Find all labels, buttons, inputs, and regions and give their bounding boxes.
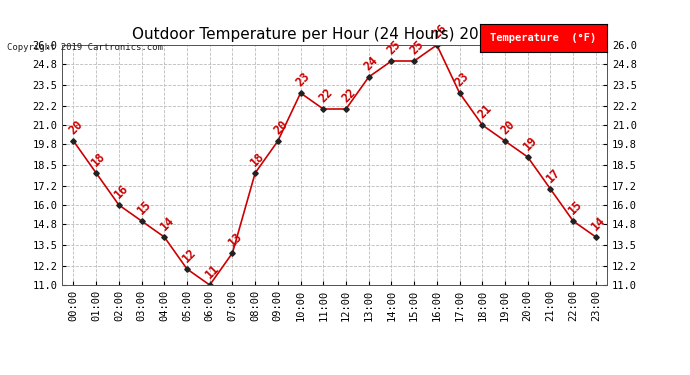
Text: 18: 18 [89, 150, 108, 169]
Text: Copyright 2019 Cartronics.com: Copyright 2019 Cartronics.com [7, 43, 163, 52]
Text: 21: 21 [475, 102, 495, 121]
Text: 20: 20 [271, 118, 290, 137]
Text: 14: 14 [589, 214, 608, 233]
Title: Outdoor Temperature per Hour (24 Hours) 20190307: Outdoor Temperature per Hour (24 Hours) … [132, 27, 537, 42]
Text: 20: 20 [498, 118, 518, 137]
Text: 11: 11 [203, 262, 222, 281]
Text: 19: 19 [521, 134, 540, 153]
Text: 25: 25 [407, 38, 426, 57]
Text: 14: 14 [157, 214, 177, 233]
Text: 22: 22 [316, 86, 335, 105]
Text: 18: 18 [248, 150, 268, 169]
Text: 23: 23 [453, 70, 472, 89]
Text: Temperature  (°F): Temperature (°F) [491, 33, 596, 43]
Text: 26: 26 [430, 22, 449, 41]
Text: 12: 12 [180, 246, 199, 265]
Text: 22: 22 [339, 86, 358, 105]
Text: 24: 24 [362, 54, 381, 73]
Text: 25: 25 [384, 38, 404, 57]
Text: 23: 23 [294, 70, 313, 89]
Text: 17: 17 [544, 166, 563, 185]
Text: 15: 15 [566, 198, 585, 217]
Text: 20: 20 [66, 118, 86, 137]
Text: 16: 16 [112, 182, 131, 201]
Text: 13: 13 [226, 230, 245, 249]
Text: 15: 15 [135, 198, 154, 217]
